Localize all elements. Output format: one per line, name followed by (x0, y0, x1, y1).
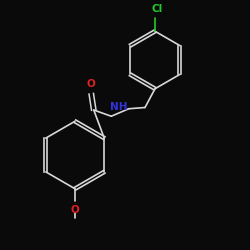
Text: O: O (71, 205, 80, 215)
Text: O: O (87, 79, 96, 89)
Text: Cl: Cl (152, 4, 163, 15)
Text: NH: NH (110, 102, 128, 112)
